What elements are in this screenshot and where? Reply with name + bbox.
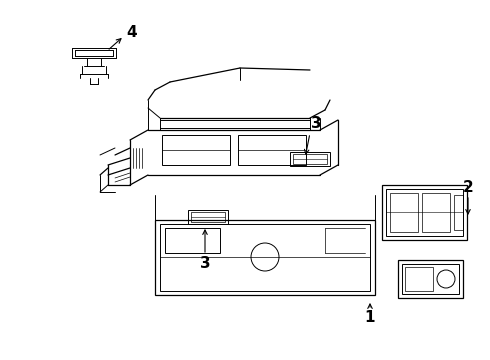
Bar [390,193,418,232]
Bar [238,135,306,165]
Bar [454,195,463,230]
Bar [405,267,433,291]
Bar [160,224,370,291]
Bar [398,260,463,298]
Bar [165,228,220,253]
Bar [422,193,450,232]
Bar [386,189,463,236]
Bar [290,152,330,166]
Bar [402,264,459,294]
Text: 3: 3 [200,256,210,271]
Text: 3: 3 [311,116,321,131]
Bar [293,154,327,164]
Bar [188,210,228,224]
Bar [382,185,467,240]
Bar [191,212,225,222]
Text: 2: 2 [463,180,473,194]
Bar [162,135,230,165]
Text: 4: 4 [127,24,137,40]
Bar [155,220,375,295]
Text: 1: 1 [365,310,375,325]
